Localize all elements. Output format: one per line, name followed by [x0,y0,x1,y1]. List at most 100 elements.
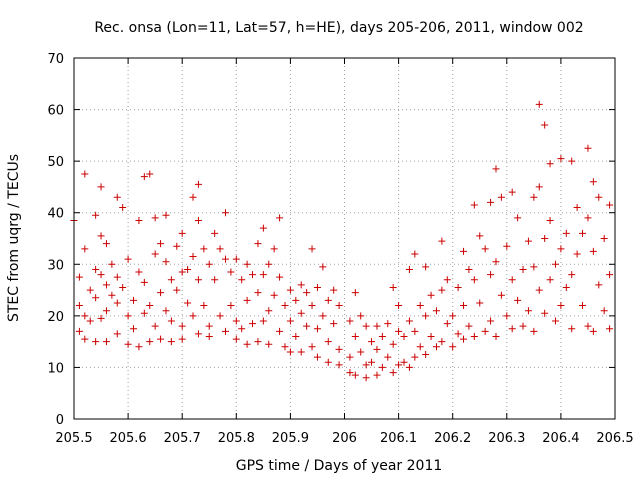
data-point [173,286,181,294]
data-point [470,332,478,340]
data-point [606,271,614,279]
data-point [194,180,202,188]
data-point [546,160,554,168]
data-point [286,348,294,356]
y-axis-label: STEC from uqrg / TECUs [6,154,22,322]
data-point [157,240,165,248]
data-point [335,302,343,310]
data-point [551,317,559,325]
data-point [600,235,608,242]
data-point [97,314,105,322]
data-point [368,338,376,346]
data-point [589,178,597,186]
data-point [416,302,424,310]
data-point [130,325,138,333]
data-point [162,258,170,266]
data-point [405,363,413,371]
data-point [422,263,430,271]
data-point [589,247,597,255]
data-point [373,371,381,379]
data-point [584,322,592,330]
data-point [92,211,100,219]
data-point [81,170,89,178]
data-point [238,325,246,333]
x-tick-label: 206 [332,431,357,446]
data-point [194,330,202,338]
data-point [568,157,576,165]
data-point [102,307,110,315]
data-point [330,286,338,294]
x-tick-label: 206.5 [596,431,633,446]
data-point [313,353,321,361]
data-point [443,276,451,284]
data-point [384,353,392,361]
data-point [254,240,262,248]
data-point [492,258,500,266]
x-tick-label: 205.5 [55,431,92,446]
x-tick-label: 205.8 [218,431,255,446]
data-point [265,260,273,268]
data-point [140,278,148,286]
data-point [157,335,165,343]
data-point [189,312,197,320]
data-point [606,201,614,209]
data-point [81,312,89,320]
data-point [503,242,511,250]
data-point [324,358,332,366]
data-point [351,332,359,340]
data-point [579,302,587,310]
data-point [395,302,403,310]
data-point [238,276,246,284]
data-point [438,237,446,245]
data-point [368,358,376,366]
data-point [108,291,116,299]
data-point [205,322,213,330]
data-point [292,332,300,340]
data-point [514,214,522,222]
data-point [75,327,83,335]
data-point [422,351,430,359]
data-point [319,312,327,320]
data-point [481,327,489,335]
data-point [432,343,440,351]
data-point [308,302,316,310]
data-point [276,273,284,281]
data-point [81,335,89,343]
data-point [497,193,505,201]
data-point [297,281,305,289]
data-point [221,209,229,217]
data-point [173,242,181,250]
x-tick-label: 206.2 [434,431,471,446]
data-point [503,312,511,320]
data-point [162,307,170,315]
data-point [573,204,581,212]
data-point [438,286,446,294]
data-point [259,271,267,279]
x-tick-label: 205.9 [272,431,309,446]
data-point [595,193,603,201]
data-point [243,340,251,348]
data-point [146,338,154,346]
data-point [276,327,284,335]
data-point [292,296,300,304]
data-point [81,245,89,253]
data-point [216,312,224,320]
data-point [438,338,446,346]
data-point [384,320,392,328]
data-point [249,271,257,279]
data-point [541,121,549,129]
data-point [297,348,305,356]
chart-title: Rec. onsa (Lon=11, Lat=57, h=HE), days 2… [94,20,583,36]
data-point [276,214,284,222]
data-point [178,335,186,343]
data-point [189,253,197,261]
data-point [227,268,235,276]
data-point [167,317,175,325]
data-point [281,302,289,310]
data-point [75,302,83,310]
data-point [508,325,516,333]
data-point [330,320,338,328]
data-point [351,289,359,297]
data-point [373,322,381,330]
data-point [492,165,500,173]
